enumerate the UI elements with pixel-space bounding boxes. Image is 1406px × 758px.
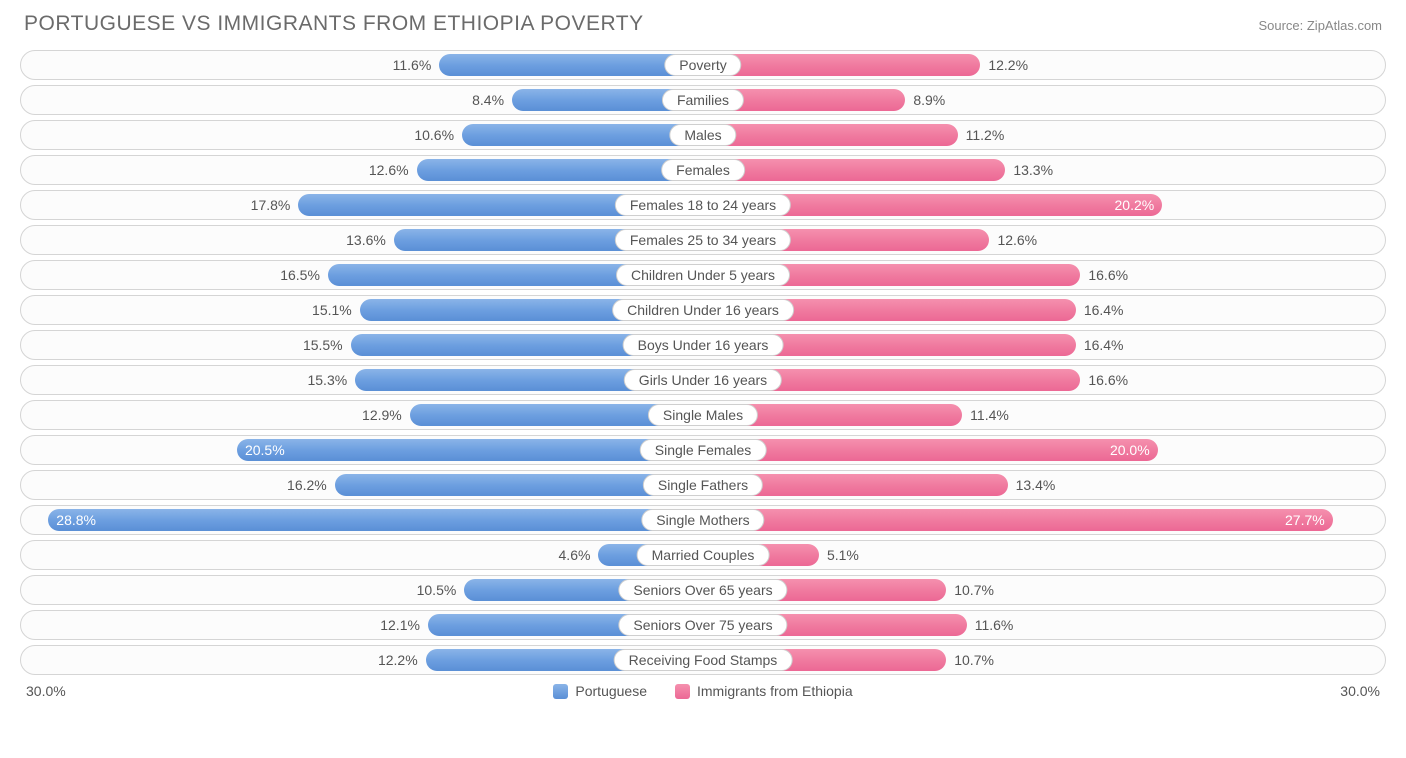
category-label: Single Females: [640, 439, 767, 461]
category-label: Females: [661, 159, 745, 181]
category-label: Single Fathers: [643, 474, 763, 496]
chart-source: Source: ZipAtlas.com: [1258, 18, 1382, 33]
value-right: 11.4%: [970, 407, 1009, 423]
category-label: Poverty: [664, 54, 741, 76]
category-label: Single Mothers: [641, 509, 764, 531]
value-left: 8.4%: [472, 92, 504, 108]
chart-header: PORTUGUESE VS IMMIGRANTS FROM ETHIOPIA P…: [20, 12, 1386, 36]
diverging-bar-chart: 11.6% 12.2% Poverty 8.4% 8.9% Families 10.6% 11…: [20, 50, 1386, 675]
value-right: 11.6%: [975, 617, 1014, 633]
value-right: 12.2%: [988, 57, 1028, 73]
value-left: 17.8%: [251, 197, 291, 213]
value-right: 20.0%: [1110, 442, 1150, 458]
chart-row: 8.4% 8.9% Families: [20, 85, 1386, 115]
bar-right: [703, 54, 980, 76]
chart-row: 4.6% 5.1% Married Couples: [20, 540, 1386, 570]
chart-row: 12.1% 11.6% Seniors Over 75 years: [20, 610, 1386, 640]
bar-left: [417, 159, 703, 181]
value-left: 15.5%: [303, 337, 343, 353]
category-label: Seniors Over 75 years: [618, 614, 787, 636]
value-left: 11.6%: [393, 57, 432, 73]
legend-label-right: Immigrants from Ethiopia: [697, 683, 853, 699]
bar-right: [703, 124, 958, 146]
value-left: 10.6%: [414, 127, 454, 143]
value-right: 16.4%: [1084, 337, 1124, 353]
category-label: Girls Under 16 years: [624, 369, 782, 391]
legend-item-right: Immigrants from Ethiopia: [675, 683, 853, 699]
category-label: Children Under 16 years: [612, 299, 794, 321]
value-left: 12.9%: [362, 407, 402, 423]
value-left: 15.1%: [312, 302, 352, 318]
legend-swatch-left: [553, 684, 568, 699]
chart-row: 16.5% 16.6% Children Under 5 years: [20, 260, 1386, 290]
chart-row: 10.6% 11.2% Males: [20, 120, 1386, 150]
value-left: 4.6%: [559, 547, 591, 563]
category-label: Married Couples: [637, 544, 770, 566]
category-label: Boys Under 16 years: [623, 334, 784, 356]
chart-row: 12.2% 10.7% Receiving Food Stamps: [20, 645, 1386, 675]
value-left: 12.6%: [369, 162, 409, 178]
value-left: 16.2%: [287, 477, 327, 493]
chart-row: 13.6% 12.6% Females 25 to 34 years: [20, 225, 1386, 255]
chart-title: PORTUGUESE VS IMMIGRANTS FROM ETHIOPIA P…: [24, 12, 644, 36]
value-right: 13.3%: [1013, 162, 1053, 178]
axis-max-right: 30.0%: [1340, 683, 1380, 699]
category-label: Receiving Food Stamps: [614, 649, 793, 671]
chart-row: 17.8% 20.2% Females 18 to 24 years: [20, 190, 1386, 220]
chart-row: 28.8% 27.7% Single Mothers: [20, 505, 1386, 535]
value-right: 12.6%: [997, 232, 1037, 248]
value-left: 12.1%: [380, 617, 420, 633]
bar-left: 20.5%: [237, 439, 703, 461]
value-right: 5.1%: [827, 547, 859, 563]
value-right: 16.6%: [1088, 372, 1128, 388]
chart-row: 20.5% 20.0% Single Females: [20, 435, 1386, 465]
legend-label-left: Portuguese: [575, 683, 647, 699]
value-right: 13.4%: [1016, 477, 1056, 493]
bar-right: [703, 159, 1005, 181]
value-left: 15.3%: [307, 372, 347, 388]
chart-row: 12.9% 11.4% Single Males: [20, 400, 1386, 430]
category-label: Females 25 to 34 years: [615, 229, 791, 251]
category-label: Females 18 to 24 years: [615, 194, 791, 216]
category-label: Seniors Over 65 years: [618, 579, 787, 601]
legend-item-left: Portuguese: [553, 683, 647, 699]
value-left: 20.5%: [245, 442, 285, 458]
bar-right: 20.0%: [703, 439, 1158, 461]
value-right: 16.6%: [1088, 267, 1128, 283]
chart-row: 11.6% 12.2% Poverty: [20, 50, 1386, 80]
value-left: 28.8%: [56, 512, 96, 528]
chart-row: 16.2% 13.4% Single Fathers: [20, 470, 1386, 500]
legend: Portuguese Immigrants from Ethiopia: [553, 683, 852, 699]
value-left: 10.5%: [417, 582, 457, 598]
chart-row: 10.5% 10.7% Seniors Over 65 years: [20, 575, 1386, 605]
category-label: Single Males: [648, 404, 758, 426]
bar-left: [462, 124, 703, 146]
chart-footer: 30.0% Portuguese Immigrants from Ethiopi…: [20, 683, 1386, 699]
axis-max-left: 30.0%: [26, 683, 66, 699]
bar-right: 27.7%: [703, 509, 1333, 531]
value-left: 12.2%: [378, 652, 418, 668]
value-right: 10.7%: [954, 652, 994, 668]
category-label: Children Under 5 years: [616, 264, 790, 286]
value-left: 13.6%: [346, 232, 386, 248]
value-right: 20.2%: [1115, 197, 1155, 213]
category-label: Families: [662, 89, 744, 111]
bar-left: 28.8%: [48, 509, 703, 531]
value-right: 8.9%: [913, 92, 945, 108]
value-right: 27.7%: [1285, 512, 1325, 528]
chart-row: 12.6% 13.3% Females: [20, 155, 1386, 185]
value-left: 16.5%: [280, 267, 320, 283]
chart-row: 15.3% 16.6% Girls Under 16 years: [20, 365, 1386, 395]
chart-row: 15.1% 16.4% Children Under 16 years: [20, 295, 1386, 325]
category-label: Males: [669, 124, 736, 146]
value-right: 16.4%: [1084, 302, 1124, 318]
chart-row: 15.5% 16.4% Boys Under 16 years: [20, 330, 1386, 360]
legend-swatch-right: [675, 684, 690, 699]
value-right: 11.2%: [966, 127, 1005, 143]
value-right: 10.7%: [954, 582, 994, 598]
